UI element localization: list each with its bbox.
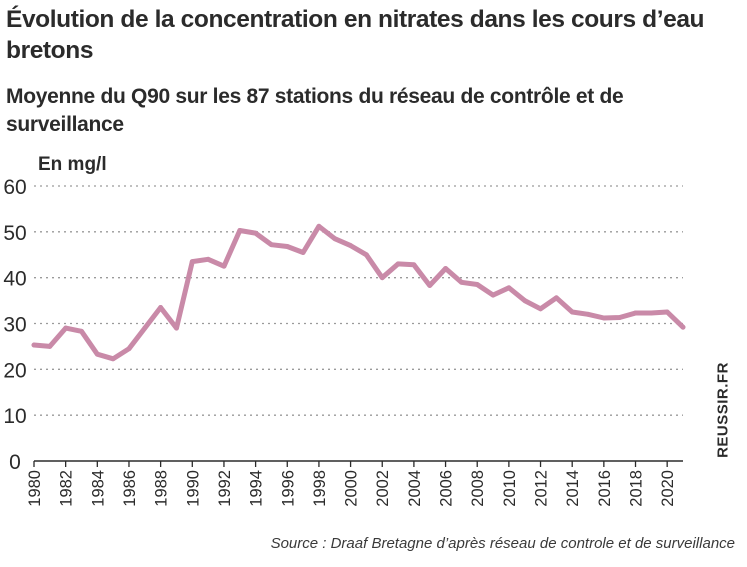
data-point xyxy=(174,325,179,331)
data-point xyxy=(158,305,164,310)
data-point xyxy=(395,261,401,267)
data-point xyxy=(110,356,116,362)
data-point xyxy=(553,295,559,301)
data-point xyxy=(648,310,654,316)
y-axis-unit-label: En mg/l xyxy=(38,154,107,175)
x-tick-label: 2018 xyxy=(628,470,646,507)
data-point xyxy=(253,230,259,236)
x-tick-label: 1992 xyxy=(216,470,234,507)
data-point xyxy=(633,310,638,316)
data-point xyxy=(47,344,53,349)
y-tick-label: 60 xyxy=(3,176,26,199)
data-point xyxy=(474,282,480,287)
data-point xyxy=(506,285,512,291)
source-note: Source : Draaf Bretagne d’après réseau d… xyxy=(270,535,735,552)
data-point xyxy=(490,292,496,298)
x-tick-label: 2010 xyxy=(501,470,519,507)
data-point xyxy=(664,309,670,315)
x-tick-label: 1980 xyxy=(26,470,44,507)
data-point xyxy=(458,279,464,285)
x-tick-label: 1994 xyxy=(248,470,266,507)
grid-lines xyxy=(34,185,683,416)
data-point xyxy=(569,309,575,315)
data-point xyxy=(617,315,623,320)
data-point xyxy=(680,324,686,330)
data-point xyxy=(94,351,100,357)
x-tick-label: 2016 xyxy=(596,470,614,507)
x-tick-label: 2006 xyxy=(438,470,456,507)
data-point xyxy=(316,223,322,229)
y-tick-label: 30 xyxy=(3,314,26,337)
x-tick-label: 1984 xyxy=(89,470,107,507)
x-tick-label: 2012 xyxy=(533,470,551,507)
data-point xyxy=(300,250,306,255)
x-tick-label: 2014 xyxy=(564,470,582,507)
data-point xyxy=(31,342,37,348)
x-tick-label: 1986 xyxy=(121,470,139,507)
data-point xyxy=(269,242,274,248)
x-tick-label: 1996 xyxy=(279,470,297,507)
data-point xyxy=(348,243,353,248)
data-point xyxy=(126,346,132,352)
data-point xyxy=(379,275,385,281)
data-point xyxy=(411,262,417,268)
y-tick-label: 40 xyxy=(3,268,26,291)
data-point xyxy=(538,306,543,312)
data-point xyxy=(189,259,195,265)
chart-subtitle: Moyenne du Q90 sur les 87 stations du ré… xyxy=(6,85,624,136)
y-axis-ticks: 0 10 20 30 40 50 60 xyxy=(3,176,26,474)
data-point xyxy=(585,311,591,317)
x-tick-label: 2008 xyxy=(469,470,487,507)
x-tick-label: 2000 xyxy=(343,470,361,507)
data-point xyxy=(332,236,338,242)
data-point xyxy=(63,325,69,331)
x-tick-label: 1988 xyxy=(153,470,171,507)
data-point xyxy=(443,266,448,271)
brand-watermark: REUSSIR.FR xyxy=(714,362,732,458)
data-point xyxy=(601,315,607,321)
data-point xyxy=(522,298,528,303)
x-tick-label: 1998 xyxy=(311,470,329,507)
x-tick-label: 2002 xyxy=(374,470,392,507)
data-point xyxy=(427,283,433,288)
data-point xyxy=(205,256,211,262)
data-point xyxy=(142,325,148,331)
x-tick-label: 2020 xyxy=(659,470,677,507)
x-tick-label: 2004 xyxy=(406,470,424,507)
x-tick-label: 1990 xyxy=(184,470,202,507)
data-points xyxy=(31,223,686,362)
data-point xyxy=(284,244,290,249)
y-tick-label: 0 xyxy=(9,451,21,474)
x-axis-ticks: 1980 1982 1984 1986 1988 1990 1992 1994 1996 1998… xyxy=(26,461,677,507)
x-tick-label: 1982 xyxy=(58,470,76,507)
data-point xyxy=(79,328,84,334)
y-tick-label: 20 xyxy=(3,359,26,382)
data-point xyxy=(221,263,227,269)
y-tick-label: 50 xyxy=(3,222,26,245)
series-line xyxy=(31,223,686,362)
chart-title: Évolution de la concentration en nitrate… xyxy=(6,6,705,64)
data-point xyxy=(237,228,243,233)
data-point xyxy=(364,252,369,258)
y-tick-label: 10 xyxy=(3,405,26,428)
